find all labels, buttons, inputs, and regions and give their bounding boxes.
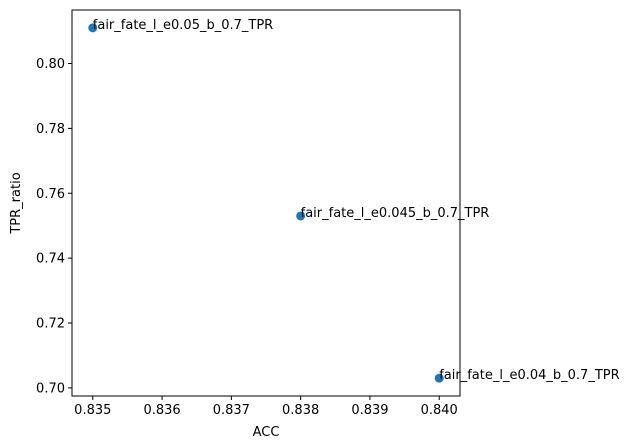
data-point-label: fair_fate_l_e0.05_b_0.7_TPR	[93, 18, 273, 33]
data-points	[88, 23, 444, 383]
y-tick-label: 0.72	[36, 317, 65, 332]
y-axis-label: TPR_ratio	[9, 172, 24, 234]
data-point	[434, 373, 444, 383]
y-axis-ticks: 0.70 0.72 0.74 0.76 0.78 0.80	[36, 57, 72, 396]
data-point-label: fair_fate_l_e0.04_b_0.7_TPR	[439, 368, 619, 383]
x-axis-label: ACC	[253, 425, 280, 440]
data-point	[88, 23, 98, 33]
y-tick-label: 0.76	[36, 187, 65, 202]
x-tick-label: 0.837	[213, 403, 250, 418]
x-tick-label: 0.839	[351, 403, 388, 418]
point-labels: fair_fate_l_e0.05_b_0.7_TPR fair_fate_l_e…	[93, 18, 620, 383]
x-tick-label: 0.838	[282, 403, 319, 418]
plot-area	[71, 9, 461, 397]
y-tick-label: 0.74	[36, 252, 65, 267]
x-tick-label: 0.836	[143, 403, 180, 418]
x-axis-ticks: 0.835 0.836 0.837 0.838 0.839 0.840	[74, 396, 458, 418]
y-tick-label: 0.70	[36, 381, 65, 396]
y-tick-label: 0.78	[36, 122, 65, 137]
x-tick-label: 0.835	[74, 403, 111, 418]
x-tick-label: 0.840	[421, 403, 458, 418]
data-point-label: fair_fate_l_e0.045_b_0.7_TPR	[301, 206, 490, 221]
data-point	[296, 211, 306, 221]
y-tick-label: 0.80	[36, 57, 65, 72]
